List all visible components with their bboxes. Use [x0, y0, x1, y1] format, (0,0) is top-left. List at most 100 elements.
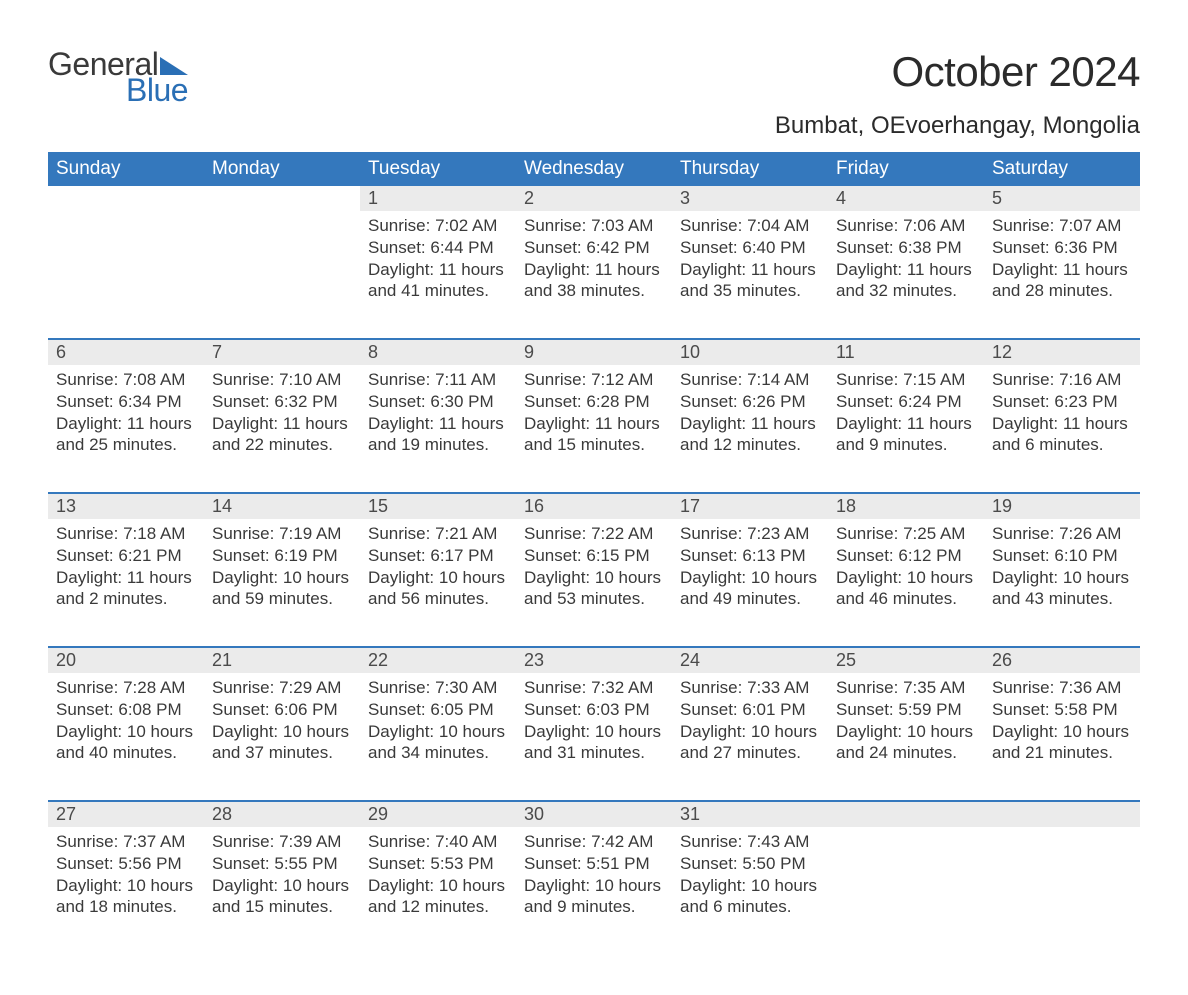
- sunset-line: Sunset: 6:34 PM: [56, 391, 196, 413]
- daylight-line: Daylight: 10 hours and 56 minutes.: [368, 567, 508, 611]
- day-number: 11: [828, 339, 984, 365]
- day-number: 10: [672, 339, 828, 365]
- sunrise-line: Sunrise: 7:28 AM: [56, 677, 196, 699]
- daylight-line: Daylight: 11 hours and 12 minutes.: [680, 413, 820, 457]
- sunrise-line: Sunrise: 7:07 AM: [992, 215, 1132, 237]
- calendar-head: SundayMondayTuesdayWednesdayThursdayFrid…: [48, 152, 1140, 186]
- day-number: 1: [360, 186, 516, 211]
- day-content: Sunrise: 7:25 AMSunset: 6:12 PMDaylight:…: [828, 519, 984, 647]
- day-content: Sunrise: 7:12 AMSunset: 6:28 PMDaylight:…: [516, 365, 672, 493]
- sunset-line: Sunset: 6:05 PM: [368, 699, 508, 721]
- sunrise-line: Sunrise: 7:30 AM: [368, 677, 508, 699]
- day-content: Sunrise: 7:21 AMSunset: 6:17 PMDaylight:…: [360, 519, 516, 647]
- daylight-line: Daylight: 11 hours and 28 minutes.: [992, 259, 1132, 303]
- day-content: Sunrise: 7:23 AMSunset: 6:13 PMDaylight:…: [672, 519, 828, 647]
- day-number: 19: [984, 493, 1140, 519]
- sunset-line: Sunset: 6:38 PM: [836, 237, 976, 259]
- day-header: Thursday: [672, 152, 828, 186]
- day-number: 26: [984, 647, 1140, 673]
- day-content: Sunrise: 7:43 AMSunset: 5:50 PMDaylight:…: [672, 827, 828, 955]
- sunrise-line: Sunrise: 7:36 AM: [992, 677, 1132, 699]
- day-content: Sunrise: 7:28 AMSunset: 6:08 PMDaylight:…: [48, 673, 204, 801]
- sunrise-line: Sunrise: 7:35 AM: [836, 677, 976, 699]
- day-content: Sunrise: 7:40 AMSunset: 5:53 PMDaylight:…: [360, 827, 516, 955]
- daylight-line: Daylight: 11 hours and 22 minutes.: [212, 413, 352, 457]
- day-number: 6: [48, 339, 204, 365]
- content-row: Sunrise: 7:18 AMSunset: 6:21 PMDaylight:…: [48, 519, 1140, 647]
- daylight-line: Daylight: 10 hours and 40 minutes.: [56, 721, 196, 765]
- daylight-line: Daylight: 10 hours and 46 minutes.: [836, 567, 976, 611]
- day-content: Sunrise: 7:32 AMSunset: 6:03 PMDaylight:…: [516, 673, 672, 801]
- sunset-line: Sunset: 6:08 PM: [56, 699, 196, 721]
- sunrise-line: Sunrise: 7:23 AM: [680, 523, 820, 545]
- daylight-line: Daylight: 10 hours and 37 minutes.: [212, 721, 352, 765]
- day-header: Tuesday: [360, 152, 516, 186]
- day-content: Sunrise: 7:10 AMSunset: 6:32 PMDaylight:…: [204, 365, 360, 493]
- empty-cell: [48, 186, 204, 211]
- daylight-line: Daylight: 11 hours and 41 minutes.: [368, 259, 508, 303]
- daylight-line: Daylight: 10 hours and 43 minutes.: [992, 567, 1132, 611]
- daylight-line: Daylight: 10 hours and 18 minutes.: [56, 875, 196, 919]
- sunrise-line: Sunrise: 7:03 AM: [524, 215, 664, 237]
- day-content: Sunrise: 7:03 AMSunset: 6:42 PMDaylight:…: [516, 211, 672, 339]
- day-number: 9: [516, 339, 672, 365]
- day-number: 14: [204, 493, 360, 519]
- daylight-line: Daylight: 10 hours and 15 minutes.: [212, 875, 352, 919]
- logo: General Blue: [48, 48, 192, 106]
- month-title: October 2024: [775, 48, 1140, 96]
- day-content: Sunrise: 7:15 AMSunset: 6:24 PMDaylight:…: [828, 365, 984, 493]
- daynum-row: 12345: [48, 186, 1140, 211]
- sunset-line: Sunset: 6:01 PM: [680, 699, 820, 721]
- day-header: Saturday: [984, 152, 1140, 186]
- day-content: Sunrise: 7:07 AMSunset: 6:36 PMDaylight:…: [984, 211, 1140, 339]
- day-number: 27: [48, 801, 204, 827]
- sunset-line: Sunset: 6:03 PM: [524, 699, 664, 721]
- sunrise-line: Sunrise: 7:21 AM: [368, 523, 508, 545]
- daylight-line: Daylight: 11 hours and 19 minutes.: [368, 413, 508, 457]
- sunset-line: Sunset: 5:56 PM: [56, 853, 196, 875]
- day-content: Sunrise: 7:35 AMSunset: 5:59 PMDaylight:…: [828, 673, 984, 801]
- sunset-line: Sunset: 6:28 PM: [524, 391, 664, 413]
- day-number: 5: [984, 186, 1140, 211]
- daylight-line: Daylight: 11 hours and 15 minutes.: [524, 413, 664, 457]
- sunrise-line: Sunrise: 7:19 AM: [212, 523, 352, 545]
- day-header: Friday: [828, 152, 984, 186]
- sunset-line: Sunset: 5:51 PM: [524, 853, 664, 875]
- daylight-line: Daylight: 10 hours and 9 minutes.: [524, 875, 664, 919]
- daylight-line: Daylight: 10 hours and 24 minutes.: [836, 721, 976, 765]
- empty-cell: [984, 827, 1140, 955]
- sunset-line: Sunset: 5:55 PM: [212, 853, 352, 875]
- day-content: Sunrise: 7:14 AMSunset: 6:26 PMDaylight:…: [672, 365, 828, 493]
- header: General Blue October 2024 Bumbat, OEvoer…: [48, 48, 1140, 140]
- sunrise-line: Sunrise: 7:04 AM: [680, 215, 820, 237]
- day-number: 8: [360, 339, 516, 365]
- daylight-line: Daylight: 10 hours and 12 minutes.: [368, 875, 508, 919]
- daylight-line: Daylight: 11 hours and 32 minutes.: [836, 259, 976, 303]
- sunrise-line: Sunrise: 7:15 AM: [836, 369, 976, 391]
- day-number: 25: [828, 647, 984, 673]
- daylight-line: Daylight: 10 hours and 49 minutes.: [680, 567, 820, 611]
- day-number: 28: [204, 801, 360, 827]
- day-number: 20: [48, 647, 204, 673]
- sunrise-line: Sunrise: 7:08 AM: [56, 369, 196, 391]
- day-header: Sunday: [48, 152, 204, 186]
- day-content: Sunrise: 7:04 AMSunset: 6:40 PMDaylight:…: [672, 211, 828, 339]
- daynum-row: 2728293031: [48, 801, 1140, 827]
- sunrise-line: Sunrise: 7:14 AM: [680, 369, 820, 391]
- location: Bumbat, OEvoerhangay, Mongolia: [775, 112, 1140, 140]
- day-content: Sunrise: 7:33 AMSunset: 6:01 PMDaylight:…: [672, 673, 828, 801]
- day-content: Sunrise: 7:30 AMSunset: 6:05 PMDaylight:…: [360, 673, 516, 801]
- day-number: 4: [828, 186, 984, 211]
- sunset-line: Sunset: 5:58 PM: [992, 699, 1132, 721]
- sunset-line: Sunset: 5:59 PM: [836, 699, 976, 721]
- day-number: 2: [516, 186, 672, 211]
- daylight-line: Daylight: 10 hours and 6 minutes.: [680, 875, 820, 919]
- day-header: Monday: [204, 152, 360, 186]
- empty-cell: [204, 211, 360, 339]
- day-content: Sunrise: 7:11 AMSunset: 6:30 PMDaylight:…: [360, 365, 516, 493]
- sunset-line: Sunset: 5:53 PM: [368, 853, 508, 875]
- sunset-line: Sunset: 6:40 PM: [680, 237, 820, 259]
- day-number: 17: [672, 493, 828, 519]
- day-content: Sunrise: 7:42 AMSunset: 5:51 PMDaylight:…: [516, 827, 672, 955]
- daynum-row: 13141516171819: [48, 493, 1140, 519]
